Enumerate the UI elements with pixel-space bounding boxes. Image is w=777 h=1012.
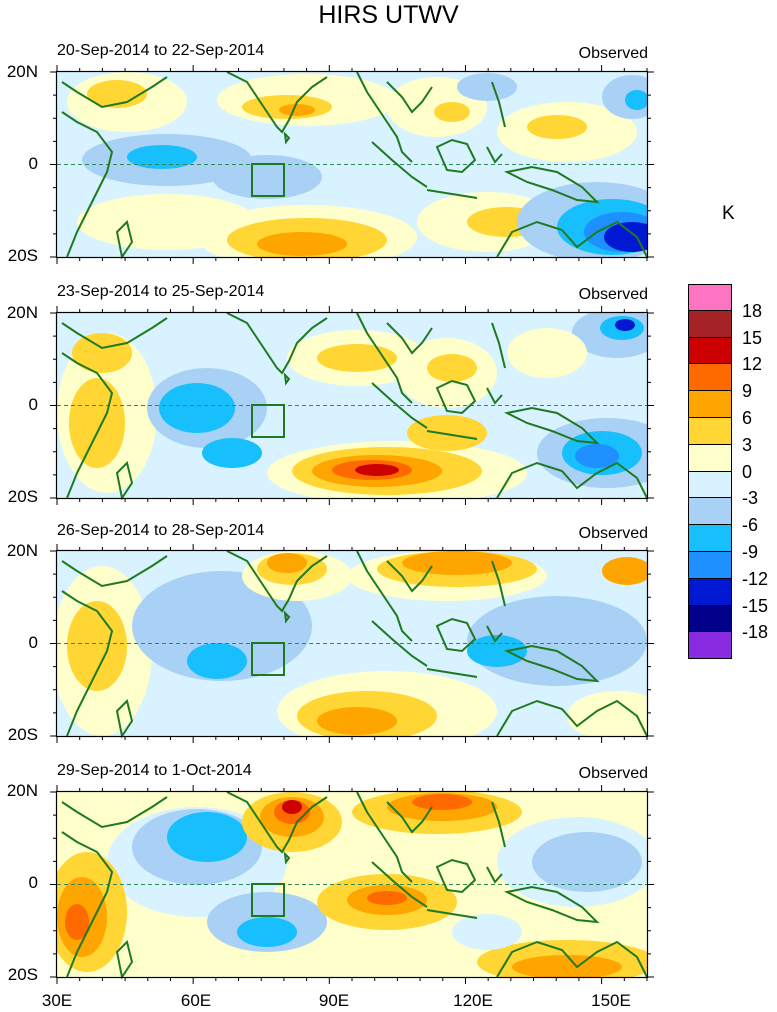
map-panel-1: 20-Sep-2014 to 22-Sep-2014 Observed xyxy=(0,42,777,283)
panel-period: 20-Sep-2014 to 22-Sep-2014 xyxy=(57,42,265,59)
lat-label-0: 0 xyxy=(28,633,38,652)
anomaly-field xyxy=(57,792,647,977)
anomaly-map-2 xyxy=(57,313,647,498)
colorbar-unit: K xyxy=(722,203,735,224)
figure-title: HIRS UTWV xyxy=(318,1,459,29)
anomaly-field xyxy=(57,551,647,736)
panel-label: Observed xyxy=(578,525,648,542)
colorbar-label: -9 xyxy=(742,542,759,562)
colorbar-label: -15 xyxy=(742,595,769,616)
lat-label-0: 0 xyxy=(28,873,38,892)
map-panel-4: 29-Sep-2014 to 1-Oct-2014 Observed xyxy=(0,762,777,1003)
panel-label: Observed xyxy=(578,765,648,782)
lat-label-20n: 20N xyxy=(6,62,38,81)
colorbar-label: 6 xyxy=(742,408,753,428)
lat-label-20n: 20N xyxy=(6,303,38,322)
colorbar-swatch xyxy=(688,632,732,660)
anomaly-field xyxy=(57,313,647,498)
colorbar-swatch xyxy=(688,337,732,365)
colorbar-swatch xyxy=(688,551,732,579)
colorbar xyxy=(688,284,732,660)
colorbar-label: -6 xyxy=(742,515,759,536)
panel-label: Observed xyxy=(578,286,648,303)
colorbar-swatch xyxy=(688,471,732,499)
colorbar-label: 12 xyxy=(742,354,763,375)
panel-label: Observed xyxy=(578,45,648,62)
colorbar-label: 9 xyxy=(742,381,753,402)
lat-label-0: 0 xyxy=(28,154,38,173)
anomaly-field xyxy=(57,72,647,257)
lat-label-0: 0 xyxy=(28,395,38,414)
colorbar-label: -18 xyxy=(742,622,769,643)
lon-label-150e: 150E xyxy=(591,991,631,1010)
colorbar-label: -3 xyxy=(742,488,759,509)
colorbar-swatch xyxy=(688,605,732,633)
colorbar-label: 0 xyxy=(742,461,753,482)
lat-label-20s: 20S xyxy=(7,487,38,506)
panel-period: 23-Sep-2014 to 25-Sep-2014 xyxy=(57,283,265,300)
colorbar-label: 15 xyxy=(742,327,763,348)
colorbar-swatch xyxy=(688,578,732,606)
colorbar-swatch xyxy=(688,364,732,392)
anomaly-map-4 xyxy=(57,792,647,977)
colorbar-swatch xyxy=(688,417,732,445)
anomaly-map-3 xyxy=(57,551,647,736)
colorbar-swatch xyxy=(688,525,732,552)
map-panel-3: 26-Sep-2014 to 28-Sep-2014 Observed xyxy=(0,522,777,763)
colorbar-label: -12 xyxy=(742,568,769,589)
lat-label-20s: 20S xyxy=(7,965,38,984)
lon-label-60e: 60E xyxy=(180,991,212,1010)
lat-label-20n: 20N xyxy=(6,541,38,560)
lon-label-30e: 30E xyxy=(41,991,73,1010)
anomaly-map-1 xyxy=(57,72,647,257)
lon-label-90e: 90E xyxy=(318,991,350,1010)
lon-label-120e: 120E xyxy=(453,991,493,1010)
lat-label-20s: 20S xyxy=(7,725,38,744)
lat-label-20n: 20N xyxy=(6,781,38,800)
colorbar-label: 18 xyxy=(742,300,763,321)
colorbar-swatch xyxy=(688,391,732,418)
lat-label-20s: 20S xyxy=(7,246,38,265)
colorbar-swatch xyxy=(688,444,732,472)
panel-period: 29-Sep-2014 to 1-Oct-2014 xyxy=(57,762,252,779)
colorbar-label: 3 xyxy=(742,434,753,455)
colorbar-swatch xyxy=(688,284,732,311)
map-panel-2: 23-Sep-2014 to 25-Sep-2014 Observed xyxy=(0,283,777,524)
colorbar-swatch xyxy=(688,498,732,526)
colorbar-swatch xyxy=(688,310,732,338)
panel-period: 26-Sep-2014 to 28-Sep-2014 xyxy=(57,522,265,539)
